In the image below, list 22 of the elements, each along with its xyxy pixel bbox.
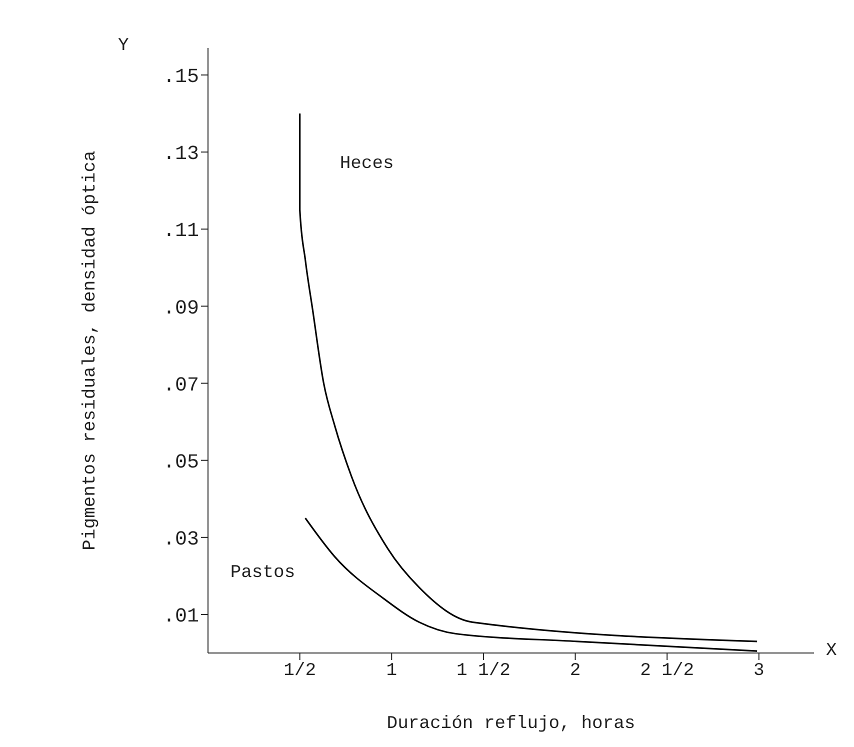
x-tick-label: 2 1/2 — [640, 660, 694, 681]
y-tick-label: .05 — [162, 451, 199, 474]
y-tick-label: .01 — [162, 606, 199, 629]
x-tick-label: 1 1/2 — [456, 660, 510, 681]
line-series — [304, 517, 758, 652]
text: Y — [118, 36, 129, 56]
y-tick-label: .07 — [162, 374, 199, 398]
y-tick-label: .11 — [162, 220, 199, 244]
y-tick-label: .03 — [162, 528, 199, 552]
y-tick-label: .09 — [162, 297, 199, 320]
x-tick-label: 3 — [754, 660, 764, 681]
x-tick-label: 1 — [386, 660, 398, 681]
y-tick-label: .13 — [162, 143, 199, 166]
y-axis-title: Pigmentos residuales, densidad óptica — [80, 150, 100, 550]
text: Heces — [340, 154, 394, 174]
x-axis-title: Duración reflujo, horas — [386, 714, 636, 734]
text: X — [826, 641, 837, 661]
y-tick-label: .15 — [162, 66, 199, 90]
x-tick-label: 2 — [570, 660, 581, 681]
line-series — [299, 112, 758, 642]
x-tick-label: 1/2 — [284, 660, 316, 681]
series-label: Pastos — [230, 563, 296, 584]
